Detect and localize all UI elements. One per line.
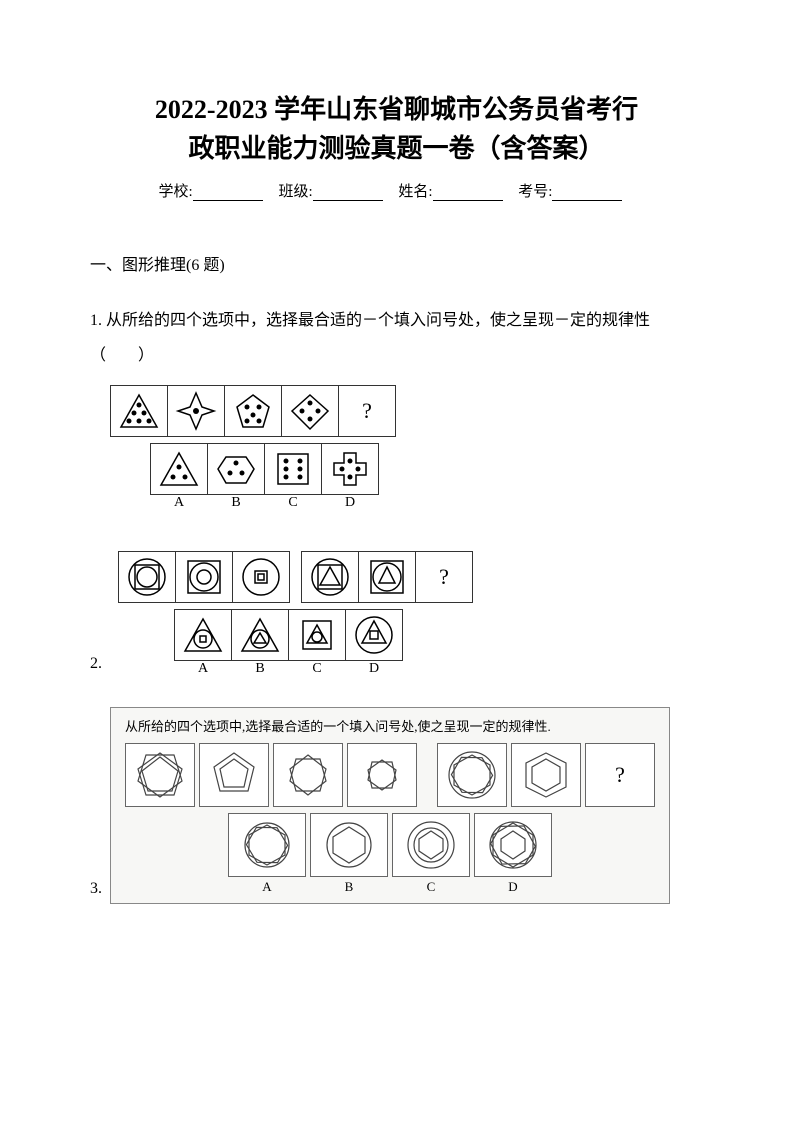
q2-seq-2	[175, 551, 233, 603]
label-name: 姓名:	[398, 184, 432, 200]
q1-seq-1	[110, 385, 168, 437]
q1-figure: ? A B C D	[110, 385, 703, 511]
q3-label-d: D	[474, 879, 552, 895]
q3-caption: 从所给的四个选项中,选择最合适的一个填入问号处,使之呈现一定的规律性.	[125, 716, 655, 735]
q2-seq-1	[118, 551, 176, 603]
q1-label-a: A	[150, 495, 208, 511]
q1-label-b: B	[207, 495, 265, 511]
q1-seq-qmark: ?	[338, 385, 396, 437]
label-number: 考号:	[518, 184, 552, 200]
form-line: 学校: 班级: 姓名: 考号:	[90, 180, 703, 201]
q1-label-d: D	[321, 495, 379, 511]
q3-opt-b	[310, 813, 388, 877]
q3-seq-2	[199, 743, 269, 807]
q2-opt-b	[231, 609, 289, 661]
q3-label-a: A	[228, 879, 306, 895]
q2-number: 2.	[90, 655, 102, 673]
blank-name	[433, 185, 503, 201]
label-school: 学校:	[159, 184, 193, 200]
q3-label-b: B	[310, 879, 388, 895]
q2-label-d: D	[345, 661, 403, 677]
q3-number: 3.	[90, 880, 102, 898]
blank-number	[552, 185, 622, 201]
blank-school	[193, 185, 263, 201]
q2-seq-4	[301, 551, 359, 603]
q3-label-c: C	[392, 879, 470, 895]
q2-qmark: ?	[415, 551, 473, 603]
q3-opt-c	[392, 813, 470, 877]
section-heading: 一、图形推理(6 题)	[90, 251, 703, 275]
q1-opt-d	[321, 443, 379, 495]
q3-opt-a	[228, 813, 306, 877]
q1-seq-2	[167, 385, 225, 437]
title-line1: 2022-2023 学年山东省聊城市公务员省考行	[90, 90, 703, 129]
q3-seq-4	[347, 743, 417, 807]
q3-seq-3	[273, 743, 343, 807]
q2-seq-3	[232, 551, 290, 603]
q3-figure: 从所给的四个选项中,选择最合适的一个填入问号处,使之呈现一定的规律性. ?	[110, 707, 670, 904]
q2-label-b: B	[231, 661, 289, 677]
q1-opt-a	[150, 443, 208, 495]
q3-seq-5	[437, 743, 507, 807]
q2-seq-5	[358, 551, 416, 603]
q2-opt-a	[174, 609, 232, 661]
q3-seq-6	[511, 743, 581, 807]
q2-opt-d	[345, 609, 403, 661]
q2-label-c: C	[288, 661, 346, 677]
q1-text: 1. 从所给的四个选项中，选择最合适的－个填入问号处，使之呈现－定的规律性（ ）	[90, 303, 703, 373]
q2-figure: ? A B C D	[118, 551, 473, 677]
q1-opt-c	[264, 443, 322, 495]
title-line2: 政职业能力测验真题一卷（含答案）	[90, 129, 703, 168]
q3-qmark: ?	[585, 743, 655, 807]
q2-label-a: A	[174, 661, 232, 677]
q3-seq-1	[125, 743, 195, 807]
q1-opt-b	[207, 443, 265, 495]
blank-class	[313, 185, 383, 201]
q2-opt-c	[288, 609, 346, 661]
q1-label-c: C	[264, 495, 322, 511]
q3-opt-d	[474, 813, 552, 877]
q1-seq-4	[281, 385, 339, 437]
q1-seq-3	[224, 385, 282, 437]
label-class: 班级:	[278, 184, 312, 200]
